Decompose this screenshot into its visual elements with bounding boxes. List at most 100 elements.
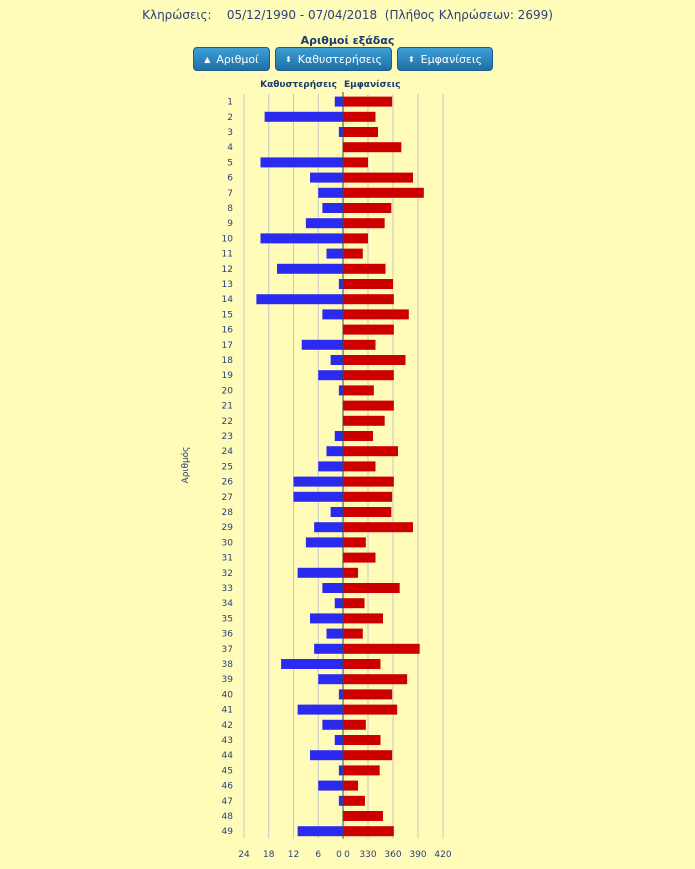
delay-bar[interactable] <box>318 461 343 472</box>
appearance-bar[interactable] <box>343 263 386 274</box>
appearance-bar[interactable] <box>343 719 366 730</box>
appearance-bar[interactable] <box>343 111 376 122</box>
category-label: 3 <box>227 128 233 138</box>
sort-by-appearances-button[interactable]: ⬍ Εμφανίσεις <box>397 47 493 71</box>
appearance-bar[interactable] <box>343 248 363 259</box>
appearance-bar[interactable] <box>343 324 394 335</box>
appearance-bar[interactable] <box>343 826 394 837</box>
appearance-bar[interactable] <box>343 370 394 381</box>
appearance-bar[interactable] <box>343 476 394 487</box>
delay-bar[interactable] <box>256 294 343 305</box>
appearance-bar[interactable] <box>343 491 393 502</box>
appearance-bar[interactable] <box>343 157 368 168</box>
delay-bar[interactable] <box>322 203 343 213</box>
appearance-bar[interactable] <box>343 583 400 593</box>
delay-bar[interactable] <box>301 339 343 350</box>
appearance-bar[interactable] <box>343 522 413 533</box>
delay-bar[interactable] <box>260 157 344 168</box>
delay-bar[interactable] <box>334 96 343 107</box>
delay-bar[interactable] <box>260 233 344 244</box>
category-label: 9 <box>227 219 233 229</box>
delay-bar[interactable] <box>334 431 343 441</box>
delay-bar[interactable] <box>281 659 343 669</box>
right-axis-tick-label: 390 <box>409 850 426 860</box>
appearance-bar[interactable] <box>343 385 374 396</box>
delay-bar[interactable] <box>314 522 343 533</box>
appearance-bar[interactable] <box>343 172 413 183</box>
delay-bar[interactable] <box>297 826 343 837</box>
appearance-bar[interactable] <box>343 400 394 411</box>
delay-bar[interactable] <box>318 674 343 685</box>
delay-bar[interactable] <box>330 355 343 365</box>
appearance-bar[interactable] <box>343 765 380 776</box>
delay-bar[interactable] <box>297 704 343 715</box>
delay-bar[interactable] <box>310 172 343 183</box>
appearance-bar[interactable] <box>343 795 365 806</box>
delay-bar[interactable] <box>330 507 343 517</box>
appearance-bar[interactable] <box>343 613 383 624</box>
appearance-bar[interactable] <box>343 355 406 365</box>
appearance-bar[interactable] <box>343 203 392 213</box>
appearance-bar[interactable] <box>343 537 366 548</box>
delay-bar[interactable] <box>314 643 343 654</box>
appearance-bar[interactable] <box>343 294 394 305</box>
appearance-bar[interactable] <box>343 415 385 426</box>
delay-bar[interactable] <box>318 370 343 381</box>
appearance-bar[interactable] <box>343 309 409 320</box>
appearance-bar[interactable] <box>343 735 381 745</box>
delay-bar[interactable] <box>326 628 344 639</box>
sort-by-number-button[interactable]: ▲ Αριθμοί <box>193 47 270 71</box>
appearance-bar[interactable] <box>343 811 383 821</box>
appearance-bar[interactable] <box>343 689 393 700</box>
appearance-bar[interactable] <box>343 127 378 137</box>
delay-bar[interactable] <box>293 476 344 487</box>
delay-bar[interactable] <box>305 537 343 548</box>
appearance-bar[interactable] <box>343 674 408 685</box>
delay-bar[interactable] <box>338 279 343 289</box>
appearance-bar[interactable] <box>343 279 393 289</box>
delay-bar[interactable] <box>338 127 343 137</box>
delay-bar[interactable] <box>338 689 343 700</box>
delay-bar[interactable] <box>322 309 343 320</box>
appearance-bar[interactable] <box>343 659 381 669</box>
delay-bar[interactable] <box>322 719 343 730</box>
appearance-bar[interactable] <box>343 142 402 153</box>
delay-bar[interactable] <box>264 111 343 122</box>
delay-bar[interactable] <box>334 735 343 745</box>
appearance-bar[interactable] <box>343 628 363 639</box>
delay-bar[interactable] <box>318 780 343 791</box>
appearance-bar[interactable] <box>343 446 398 457</box>
delay-bar[interactable] <box>297 567 343 578</box>
sort-by-delays-button[interactable]: ⬍ Καθυστερήσεις <box>275 47 392 71</box>
appearance-bar[interactable] <box>343 218 385 229</box>
delay-bar[interactable] <box>338 765 343 776</box>
appearance-bar[interactable] <box>343 780 359 791</box>
category-label: 26 <box>222 478 234 488</box>
appearance-bar[interactable] <box>343 233 368 244</box>
appearance-bar[interactable] <box>343 598 365 609</box>
delay-bar[interactable] <box>326 248 344 259</box>
delay-bar[interactable] <box>310 750 343 761</box>
appearance-bar[interactable] <box>343 750 393 761</box>
appearance-bar[interactable] <box>343 339 376 350</box>
delay-bar[interactable] <box>338 385 343 396</box>
appearance-bar[interactable] <box>343 96 393 107</box>
appearance-bar[interactable] <box>343 187 424 198</box>
delay-bar[interactable] <box>334 598 343 609</box>
delay-bar[interactable] <box>305 218 343 229</box>
delay-bar[interactable] <box>338 795 343 806</box>
appearance-bar[interactable] <box>343 507 392 517</box>
appearance-bar[interactable] <box>343 461 376 472</box>
appearance-bar[interactable] <box>343 431 373 441</box>
delay-bar[interactable] <box>293 491 344 502</box>
delay-bar[interactable] <box>322 583 343 593</box>
appearance-bar[interactable] <box>343 704 398 715</box>
delay-bar[interactable] <box>326 446 344 457</box>
delay-bar[interactable] <box>310 613 343 624</box>
appearance-bar[interactable] <box>343 552 376 563</box>
appearance-bar[interactable] <box>343 643 420 654</box>
delay-bar[interactable] <box>277 263 343 274</box>
category-label: 18 <box>222 356 234 366</box>
delay-bar[interactable] <box>318 187 343 198</box>
appearance-bar[interactable] <box>343 567 359 578</box>
